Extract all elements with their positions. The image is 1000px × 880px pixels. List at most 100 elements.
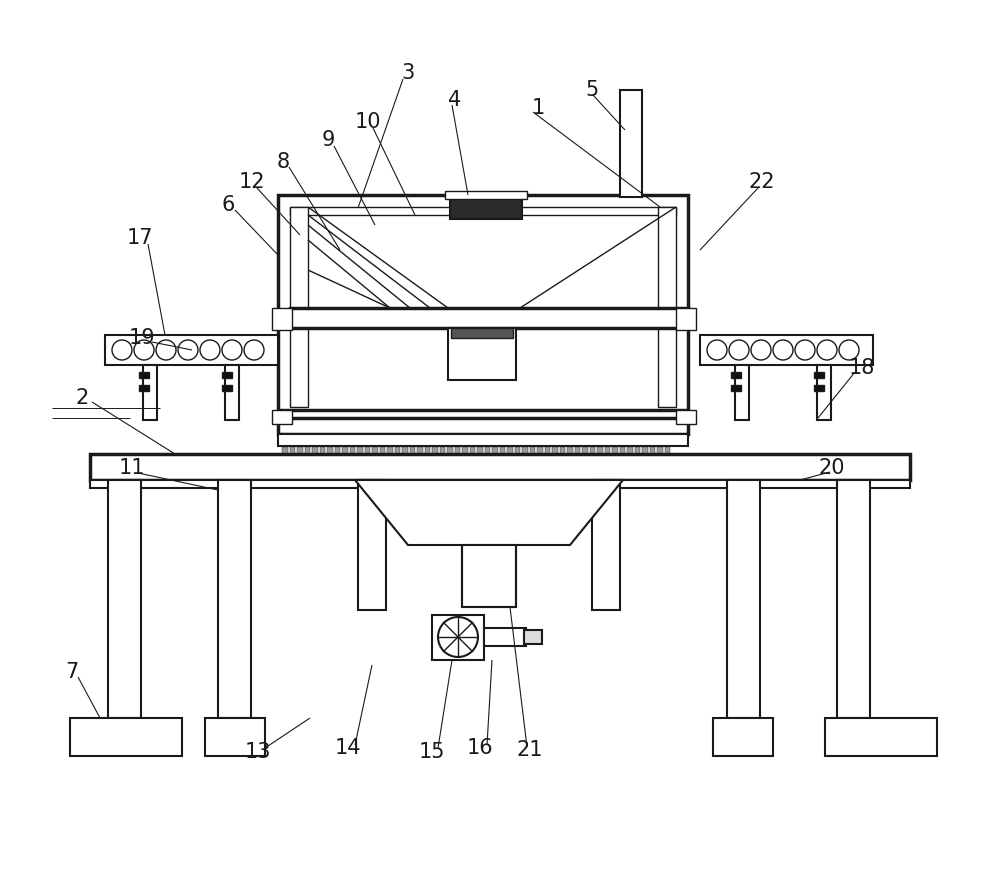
Text: 8: 8 — [276, 152, 290, 172]
Bar — [448, 328, 516, 380]
Bar — [327, 447, 332, 454]
Bar — [582, 447, 588, 454]
Bar — [272, 410, 292, 424]
Bar — [282, 447, 288, 454]
Bar — [484, 628, 526, 646]
Bar — [380, 447, 385, 454]
Bar — [552, 447, 558, 454]
Bar — [817, 365, 831, 420]
Bar — [90, 480, 910, 488]
Bar — [700, 335, 873, 365]
Bar — [290, 207, 308, 407]
Text: 14: 14 — [335, 738, 361, 758]
Bar — [597, 447, 602, 454]
Bar — [139, 372, 149, 378]
Bar — [612, 447, 618, 454]
Bar — [627, 447, 633, 454]
Bar — [70, 718, 182, 756]
Bar — [447, 447, 452, 454]
Bar — [537, 447, 542, 454]
Text: 7: 7 — [65, 662, 79, 682]
Bar — [222, 372, 232, 378]
Bar — [139, 385, 149, 391]
Bar — [676, 308, 696, 330]
Bar — [372, 447, 378, 454]
Bar — [642, 447, 648, 454]
Bar — [620, 90, 642, 197]
Bar — [218, 480, 251, 718]
Bar — [364, 447, 370, 454]
Bar — [358, 480, 386, 610]
Circle shape — [178, 340, 198, 360]
Circle shape — [795, 340, 815, 360]
Bar — [713, 718, 773, 756]
Bar — [484, 447, 490, 454]
Bar — [731, 372, 741, 378]
Bar — [297, 447, 302, 454]
Bar — [450, 197, 522, 219]
Text: 21: 21 — [517, 740, 543, 760]
Bar — [445, 191, 527, 199]
Circle shape — [817, 340, 837, 360]
Bar — [727, 480, 760, 718]
Bar — [402, 447, 408, 454]
Text: 3: 3 — [401, 63, 415, 83]
Bar — [440, 447, 445, 454]
Circle shape — [773, 340, 793, 360]
Bar — [592, 480, 620, 610]
Bar — [334, 447, 340, 454]
Bar — [105, 335, 278, 365]
Bar — [278, 195, 688, 410]
Bar — [492, 447, 498, 454]
Bar — [635, 447, 640, 454]
Bar — [278, 418, 688, 434]
Text: 15: 15 — [419, 742, 445, 762]
Circle shape — [156, 340, 176, 360]
Bar — [342, 447, 348, 454]
Bar — [604, 447, 610, 454]
Bar — [312, 447, 318, 454]
Text: 19: 19 — [129, 328, 155, 348]
Circle shape — [751, 340, 771, 360]
Bar — [837, 480, 870, 718]
Bar — [272, 308, 292, 330]
Bar — [432, 447, 438, 454]
Circle shape — [707, 340, 727, 360]
Bar — [278, 434, 688, 446]
Bar — [664, 447, 670, 454]
Text: 12: 12 — [239, 172, 265, 192]
Bar — [143, 365, 157, 420]
Bar — [394, 447, 400, 454]
Circle shape — [112, 340, 132, 360]
Bar — [357, 447, 362, 454]
Text: 10: 10 — [355, 112, 381, 132]
Bar — [814, 385, 824, 391]
Bar — [350, 447, 355, 454]
Bar — [544, 447, 550, 454]
Circle shape — [729, 340, 749, 360]
Bar — [825, 718, 937, 756]
Bar — [470, 447, 475, 454]
Text: 13: 13 — [245, 742, 271, 762]
Text: 22: 22 — [749, 172, 775, 192]
Text: 18: 18 — [849, 358, 875, 378]
Text: 11: 11 — [119, 458, 145, 478]
Bar — [222, 385, 232, 391]
Bar — [205, 718, 265, 756]
Circle shape — [244, 340, 264, 360]
Bar — [451, 328, 513, 338]
Bar — [290, 308, 688, 328]
Bar — [432, 615, 484, 660]
Text: 9: 9 — [321, 130, 335, 150]
Bar — [225, 365, 239, 420]
Bar — [735, 365, 749, 420]
Bar — [567, 447, 572, 454]
Bar — [90, 454, 910, 480]
Bar — [574, 447, 580, 454]
Bar — [290, 207, 676, 215]
Bar — [500, 447, 505, 454]
Bar — [424, 447, 430, 454]
Polygon shape — [355, 480, 623, 545]
Bar — [304, 447, 310, 454]
Bar — [560, 447, 565, 454]
